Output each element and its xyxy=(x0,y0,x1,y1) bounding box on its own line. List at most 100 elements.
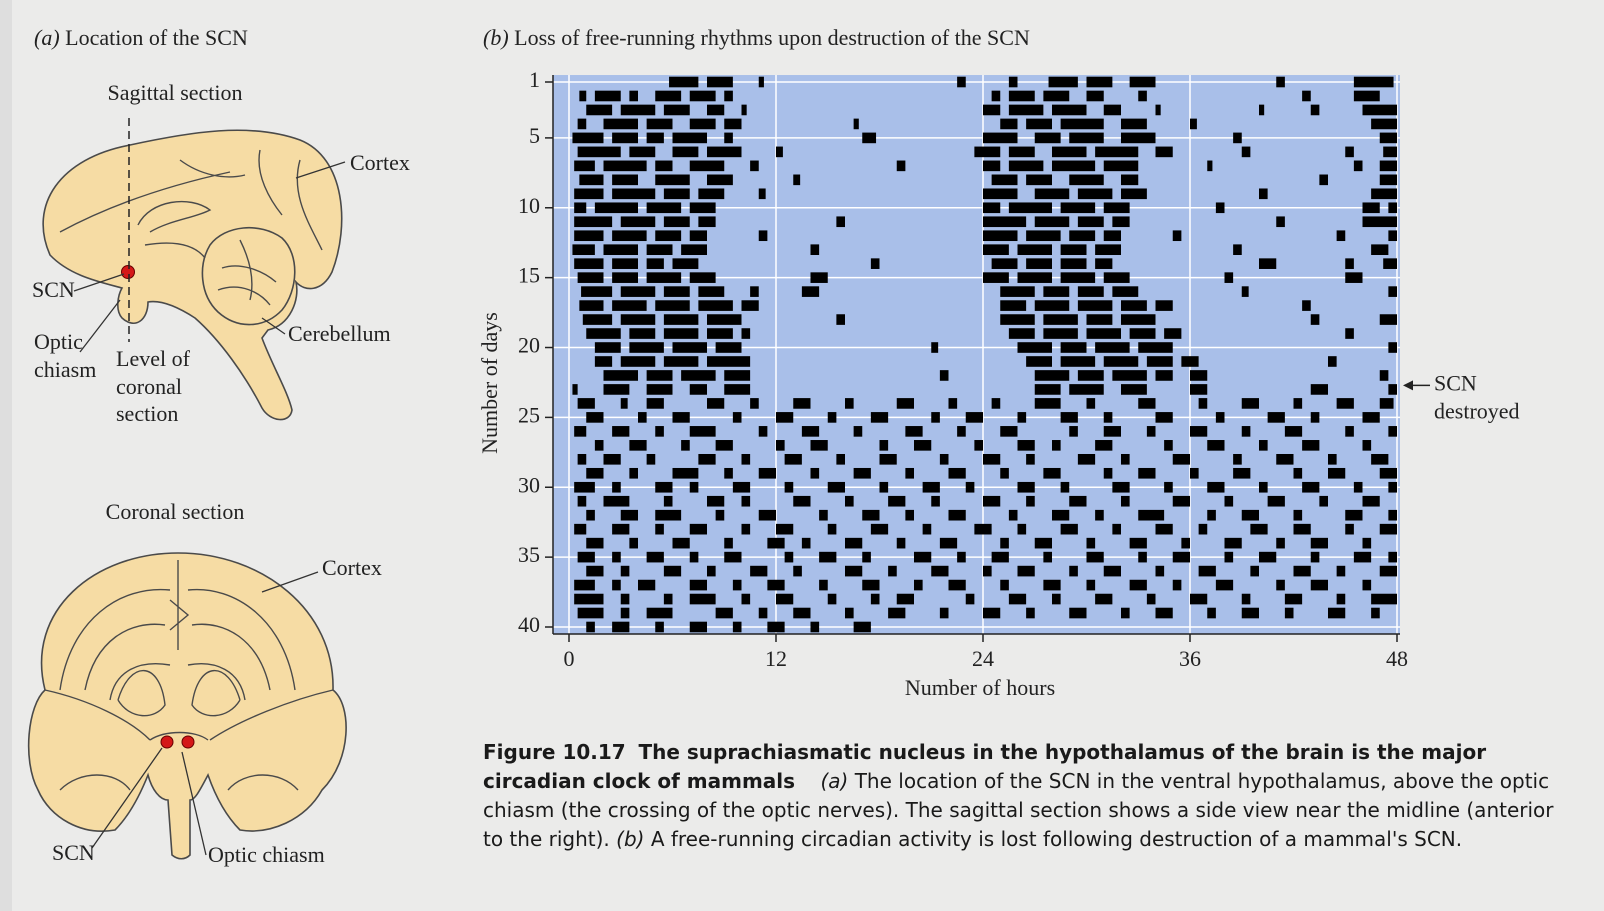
activity-bout xyxy=(1207,481,1225,493)
activity-bout xyxy=(1353,76,1394,88)
activity-bout xyxy=(655,621,664,633)
activity-bout xyxy=(853,426,863,437)
activity-bout xyxy=(1259,258,1277,269)
activity-bout xyxy=(879,481,889,493)
activity-bout xyxy=(784,551,794,563)
activity-bout xyxy=(1284,426,1303,437)
activity-bout xyxy=(1008,90,1035,102)
activity-bout xyxy=(707,495,725,507)
activity-bout xyxy=(758,230,768,242)
activity-bout xyxy=(579,300,604,311)
activity-bout xyxy=(1379,370,1389,381)
activity-bout xyxy=(776,593,794,605)
activity-bout xyxy=(862,579,880,591)
activity-bout xyxy=(1000,467,1009,479)
activity-bout xyxy=(1060,272,1096,283)
activity-bout xyxy=(1000,300,1027,311)
activity-bout xyxy=(1017,440,1035,451)
activity-bout xyxy=(672,467,699,479)
activity-bout xyxy=(1069,132,1104,144)
activity-bout xyxy=(827,593,837,605)
activity-bout xyxy=(931,495,940,507)
activity-bout xyxy=(698,216,716,228)
activity-bout xyxy=(1345,258,1354,269)
activity-bout xyxy=(793,607,811,619)
activity-bout xyxy=(974,523,992,535)
activity-bout xyxy=(810,440,828,451)
activity-bout xyxy=(646,202,682,214)
y-tick-label: 30 xyxy=(518,472,540,497)
activity-bout xyxy=(922,523,932,535)
activity-bout xyxy=(1190,467,1199,479)
label: SCN xyxy=(52,840,95,865)
activity-bout xyxy=(581,286,613,297)
activity-bout xyxy=(603,495,630,507)
activity-bout xyxy=(1198,565,1216,577)
activity-bout xyxy=(1293,467,1303,479)
caption-headline: The suprachiasmatic nucleus in the hypot… xyxy=(483,740,1487,793)
activity-bout xyxy=(758,509,776,521)
activity-bout xyxy=(853,621,871,633)
activity-bout xyxy=(629,342,664,353)
activity-bout xyxy=(612,272,638,283)
activity-bout xyxy=(1146,356,1173,367)
activity-bout xyxy=(574,230,604,242)
activity-bout xyxy=(1388,286,1397,297)
activity-bout xyxy=(1388,342,1397,353)
activity-bout xyxy=(1138,398,1156,409)
activity-bout xyxy=(888,565,897,577)
activity-bout xyxy=(577,453,587,465)
caption-label: (a) xyxy=(820,769,849,793)
activity-bout xyxy=(1121,132,1156,144)
activity-bout xyxy=(1224,537,1242,549)
activity-bout xyxy=(620,398,628,409)
activity-bout xyxy=(1000,537,1009,549)
activity-bout xyxy=(1095,509,1104,521)
activity-bout xyxy=(1121,453,1130,465)
activity-bout xyxy=(741,593,751,605)
activity-bout xyxy=(914,551,932,563)
activity-bout xyxy=(715,509,725,521)
activity-bout xyxy=(646,370,673,381)
activity-bout xyxy=(1112,216,1130,228)
activity-bout xyxy=(870,523,889,535)
x-tick-label: 36 xyxy=(1179,646,1201,671)
activity-bout xyxy=(1026,495,1035,507)
activity-bout xyxy=(586,328,621,339)
activity-bout xyxy=(845,607,854,619)
activity-bout xyxy=(776,523,794,535)
activity-bout xyxy=(819,509,828,521)
activity-bout xyxy=(983,244,1009,256)
activity-bout xyxy=(698,453,716,465)
activity-bout xyxy=(1155,523,1173,535)
activity-bout xyxy=(1190,384,1208,395)
activity-bout xyxy=(939,607,949,619)
activity-bout xyxy=(1233,453,1242,465)
activity-bout xyxy=(784,453,802,465)
activity-bout xyxy=(983,495,1001,507)
annotation-arrowhead xyxy=(1403,380,1413,391)
activity-bout xyxy=(1060,523,1078,535)
activity-bout xyxy=(689,481,699,493)
activity-bout xyxy=(574,216,613,228)
activity-bout xyxy=(689,621,707,633)
activity-bout xyxy=(776,440,785,451)
activity-bout xyxy=(586,104,613,116)
activity-bout xyxy=(1284,607,1294,619)
activity-bout xyxy=(965,481,975,493)
activity-bout xyxy=(1043,551,1052,563)
activity-bout xyxy=(1276,453,1294,465)
activity-bout xyxy=(689,90,716,102)
activity-bout xyxy=(1155,104,1161,116)
activity-bout xyxy=(1043,467,1061,479)
activity-bout xyxy=(655,481,673,493)
activity-bout xyxy=(638,412,647,423)
activity-bout xyxy=(1198,398,1208,409)
activity-bout xyxy=(1371,453,1389,465)
activity-bout xyxy=(582,314,613,325)
activity-bout xyxy=(646,384,673,395)
activity-bout xyxy=(870,593,880,605)
activity-bout xyxy=(577,118,587,130)
activity-bout xyxy=(1121,174,1139,186)
